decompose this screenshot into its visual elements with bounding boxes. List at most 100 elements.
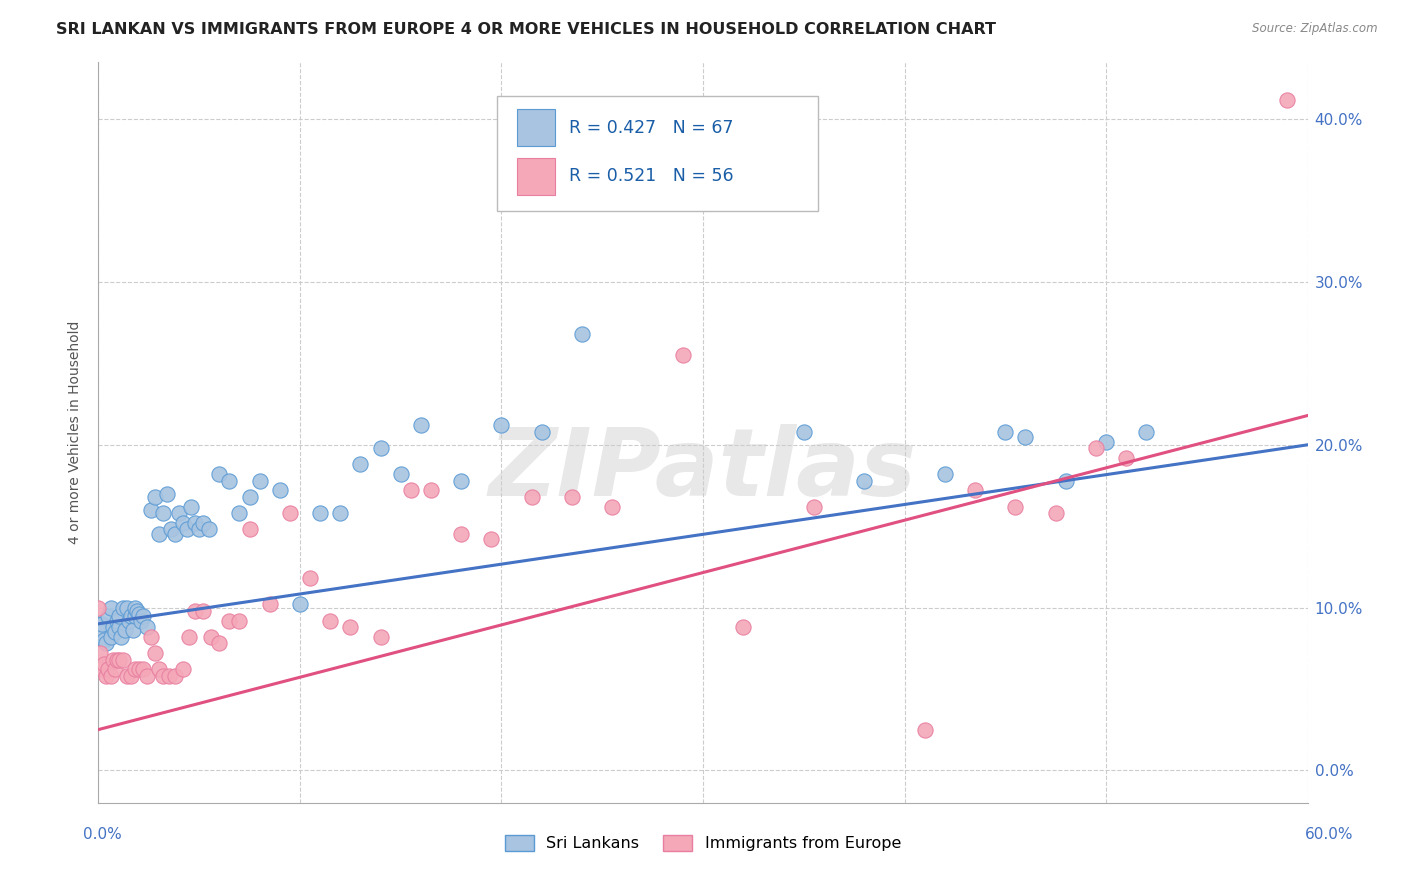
Point [97, 608, 120, 623]
Point [96, 669, 118, 683]
Point [124, 608, 146, 623]
FancyBboxPatch shape [517, 158, 555, 194]
Point [329, 506, 352, 520]
Point [163, 669, 186, 683]
Point [1054, 474, 1077, 488]
Point [115, 669, 138, 683]
Point [349, 458, 371, 472]
Point [139, 503, 162, 517]
Point [450, 527, 472, 541]
Point [125, 604, 148, 618]
Point [339, 620, 361, 634]
Point [420, 483, 443, 498]
Point [157, 669, 180, 683]
Point [1014, 430, 1036, 444]
FancyBboxPatch shape [517, 110, 555, 146]
Text: SRI LANKAN VS IMMIGRANTS FROM EUROPE 4 OR MORE VEHICLES IN HOUSEHOLD CORRELATION: SRI LANKAN VS IMMIGRANTS FROM EUROPE 4 O… [56, 22, 997, 37]
Point [934, 467, 956, 482]
Point [160, 523, 183, 537]
Point [105, 652, 128, 666]
Point [208, 467, 231, 482]
Point [172, 516, 194, 530]
Point [111, 652, 134, 666]
Point [107, 608, 129, 623]
Point [1135, 425, 1157, 439]
Point [120, 669, 142, 683]
Point [135, 620, 157, 634]
Point [143, 490, 166, 504]
Point [152, 669, 174, 683]
Point [139, 630, 162, 644]
Point [193, 516, 215, 530]
Point [124, 600, 146, 615]
Point [87, 616, 110, 631]
Point [135, 669, 157, 683]
Point [100, 600, 122, 615]
Point [111, 600, 134, 615]
Point [105, 614, 128, 628]
Point [239, 490, 262, 504]
Point [91, 616, 114, 631]
Text: R = 0.427   N = 67: R = 0.427 N = 67 [569, 119, 734, 136]
Point [208, 636, 231, 650]
Text: ZIPatlas: ZIPatlas [489, 424, 917, 516]
Point [89, 624, 111, 639]
Point [103, 624, 125, 639]
Point [228, 506, 250, 520]
FancyBboxPatch shape [498, 95, 818, 211]
Point [602, 500, 624, 514]
Point [1085, 441, 1108, 455]
Point [491, 418, 513, 433]
Point [107, 652, 129, 666]
Point [370, 630, 392, 644]
Point [91, 662, 114, 676]
Point [114, 624, 136, 638]
Point [269, 483, 291, 498]
Point [100, 630, 122, 644]
Point [179, 630, 201, 644]
Point [118, 614, 141, 628]
Point [803, 500, 825, 514]
Point [101, 620, 124, 634]
Point [167, 506, 190, 520]
Point [96, 636, 118, 650]
Point [172, 662, 194, 676]
Point [793, 425, 815, 439]
Point [561, 490, 583, 504]
Point [299, 571, 322, 585]
Point [97, 662, 120, 676]
Point [288, 597, 311, 611]
Point [128, 662, 150, 676]
Point [1115, 450, 1137, 465]
Point [107, 620, 129, 634]
Point [218, 474, 240, 488]
Y-axis label: 4 or more Vehicles in Household: 4 or more Vehicles in Household [69, 321, 83, 544]
Point [93, 657, 115, 672]
Point [278, 506, 301, 520]
Point [93, 633, 115, 648]
Point [132, 608, 155, 623]
Point [1004, 500, 1026, 514]
Point [148, 662, 170, 676]
Point [120, 608, 142, 623]
Point [733, 620, 755, 634]
Point [1277, 93, 1299, 107]
Point [965, 483, 987, 498]
Point [218, 614, 240, 628]
Point [520, 490, 543, 504]
Point [450, 474, 472, 488]
Point [370, 441, 392, 455]
Point [184, 604, 207, 618]
Point [101, 652, 124, 666]
Point [100, 669, 122, 683]
Point [188, 523, 211, 537]
Text: 60.0%: 60.0% [1305, 827, 1353, 841]
Point [132, 662, 155, 676]
Point [89, 646, 111, 660]
Text: Source: ZipAtlas.com: Source: ZipAtlas.com [1253, 22, 1378, 36]
Point [1095, 434, 1118, 449]
Text: 0.0%: 0.0% [83, 827, 122, 841]
Point [530, 425, 553, 439]
Point [148, 527, 170, 541]
Point [571, 327, 593, 342]
